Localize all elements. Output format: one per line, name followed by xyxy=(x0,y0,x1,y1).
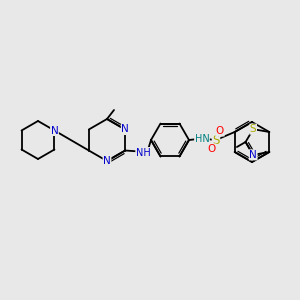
Text: S: S xyxy=(212,134,220,146)
Text: S: S xyxy=(250,124,256,134)
Text: O: O xyxy=(208,144,216,154)
Text: N: N xyxy=(51,125,58,136)
Text: N: N xyxy=(121,124,129,134)
Text: NH: NH xyxy=(136,148,151,158)
Text: HN: HN xyxy=(195,134,209,144)
Text: N: N xyxy=(103,156,111,166)
Text: N: N xyxy=(249,150,257,160)
Text: O: O xyxy=(216,126,224,136)
